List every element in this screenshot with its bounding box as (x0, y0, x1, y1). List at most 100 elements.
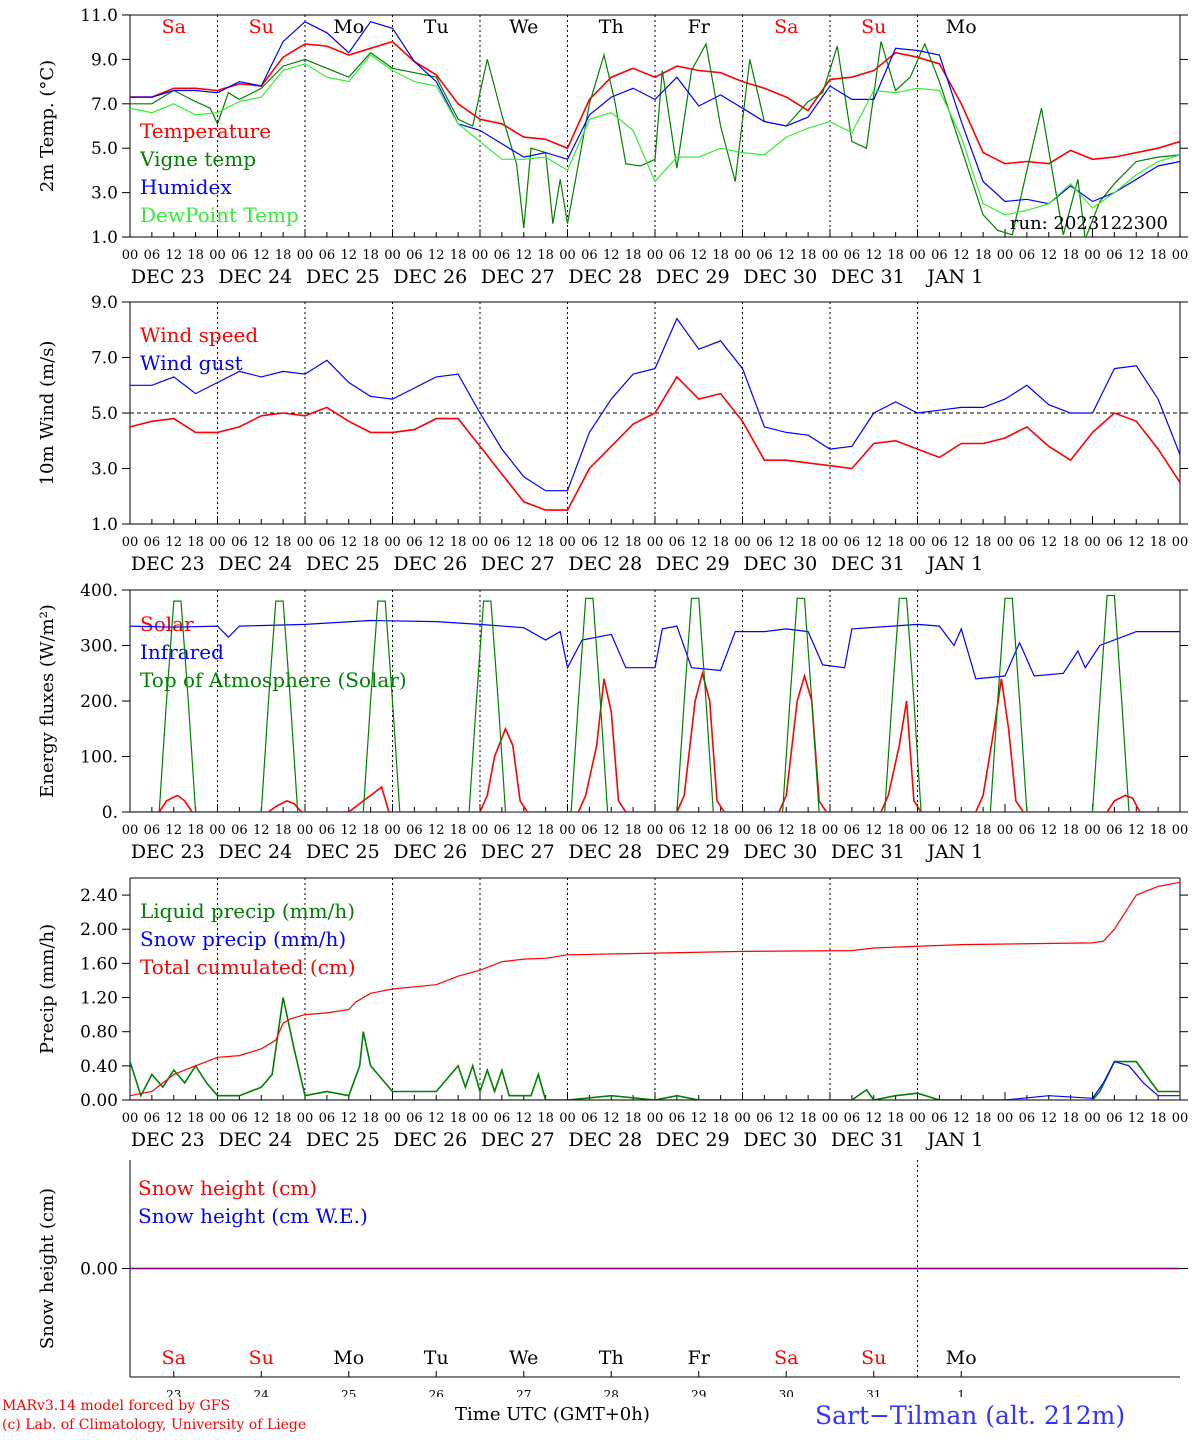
energy-date-label: DEC 26 (393, 841, 467, 863)
wind-hour-label: 06 (406, 535, 423, 550)
precip-y-tick-label: 0.00 (80, 1091, 118, 1111)
energy-hour-label: 18 (625, 823, 642, 838)
precip-hour-label: 00 (297, 1111, 314, 1126)
energy-hour-label: 00 (822, 823, 839, 838)
energy-date-label: DEC 28 (568, 841, 642, 863)
snow-day-number: 30 (779, 1388, 794, 1397)
wind-hour-label: 18 (625, 535, 642, 550)
wind-hour-label: 00 (559, 535, 576, 550)
energy-hour-label: 00 (734, 823, 751, 838)
energy-date-label: DEC 31 (831, 841, 905, 863)
temperature-hour-label: 12 (603, 248, 620, 263)
snow-y-tick-label: 0.00 (80, 1260, 118, 1280)
temperature-weekday-label: Su (861, 16, 886, 38)
energy-hour-label: 00 (297, 823, 314, 838)
precip-legend-entry: Total cumulated (cm) (140, 955, 356, 979)
precip-hour-label: 00 (997, 1111, 1014, 1126)
energy-hour-label: 06 (1106, 823, 1123, 838)
precip-y-tick-label: 1.60 (80, 954, 118, 974)
temperature-y-tick-label: 9.0 (91, 50, 118, 70)
energy-hour-label: 00 (997, 823, 1014, 838)
wind-hour-label: 18 (275, 535, 292, 550)
energy-hour-label: 12 (340, 823, 357, 838)
energy-hour-label: 00 (384, 823, 401, 838)
wind-series-line (130, 317, 1180, 492)
precip-y-tick-label: 0.40 (80, 1057, 118, 1077)
wind-hour-label: 06 (1019, 535, 1036, 550)
snow-legend-entry: Snow height (cm W.E.) (138, 1204, 368, 1228)
wind-hour-label: 00 (909, 535, 926, 550)
temperature-hour-label: 00 (1172, 248, 1189, 263)
precip-date-label: DEC 25 (306, 1129, 380, 1151)
precip-hour-label: 18 (625, 1111, 642, 1126)
temperature-y-axis-label: 2m Temp. (°C) (37, 60, 58, 192)
energy-hour-label: 00 (559, 823, 576, 838)
snow-y-axis-label: Snow height (cm) (37, 1188, 58, 1349)
temperature-hour-label: 00 (209, 248, 226, 263)
precip-hour-label: 00 (1084, 1111, 1101, 1126)
temperature-date-label: DEC 31 (831, 266, 905, 288)
energy-hour-label: 18 (187, 823, 204, 838)
precip-hour-label: 12 (253, 1111, 270, 1126)
energy-date-label: DEC 25 (306, 841, 380, 863)
energy-hour-label: 12 (690, 823, 707, 838)
precip-series-line (130, 881, 1180, 1097)
energy-hour-label: 06 (1019, 823, 1036, 838)
temperature-hour-label: 18 (712, 248, 729, 263)
wind-hour-label: 12 (603, 535, 620, 550)
temperature-hour-label: 18 (275, 248, 292, 263)
wind-hour-label: 18 (450, 535, 467, 550)
temperature-weekday-label: Su (249, 16, 274, 38)
wind-hour-label: 12 (515, 535, 532, 550)
energy-y-tick-label: 100. (80, 748, 118, 768)
temperature-hour-label: 00 (909, 248, 926, 263)
wind-hour-label: 06 (494, 535, 511, 550)
precip-date-label: DEC 28 (568, 1129, 642, 1151)
energy-hour-label: 12 (778, 823, 795, 838)
energy-hour-label: 06 (406, 823, 423, 838)
precip-legend-entry: Liquid precip (mm/h) (140, 899, 355, 923)
temperature-hour-label: 00 (647, 248, 664, 263)
snow-weekday-label: Th (599, 1347, 624, 1369)
precip-hour-label: 18 (887, 1111, 904, 1126)
temperature-hour-label: 00 (734, 248, 751, 263)
energy-hour-label: 18 (800, 823, 817, 838)
wind-hour-label: 06 (931, 535, 948, 550)
snow-day-number: 28 (604, 1388, 619, 1397)
precip-hour-label: 18 (800, 1111, 817, 1126)
wind-hour-label: 12 (1128, 535, 1145, 550)
temperature-hour-label: 18 (450, 248, 467, 263)
energy-date-label: DEC 27 (481, 841, 555, 863)
precip-series-line (130, 1060, 1180, 1100)
temperature-hour-label: 18 (887, 248, 904, 263)
temperature-date-label: DEC 28 (568, 266, 642, 288)
wind-hour-label: 00 (209, 535, 226, 550)
energy-series-line (130, 619, 1180, 680)
temperature-hour-label: 12 (1040, 248, 1057, 263)
precip-legend-entry: Snow precip (mm/h) (140, 927, 346, 951)
temperature-weekday-label: We (509, 16, 538, 38)
snow-weekday-label: Fr (688, 1347, 711, 1369)
temperature-hour-label: 12 (865, 248, 882, 263)
time-axis-label: Time UTC (GMT+0h) (455, 1404, 650, 1425)
temperature-hour-label: 00 (122, 248, 139, 263)
energy-hour-label: 06 (144, 823, 161, 838)
precip-hour-label: 00 (909, 1111, 926, 1126)
precip-y-tick-label: 1.20 (80, 989, 118, 1009)
snow-day-number: 27 (516, 1388, 531, 1397)
temperature-hour-label: 00 (559, 248, 576, 263)
precip-hour-label: 06 (494, 1111, 511, 1126)
wind-hour-label: 12 (428, 535, 445, 550)
wind-hour-label: 18 (187, 535, 204, 550)
snow-day-number: 25 (341, 1388, 356, 1397)
wind-hour-label: 06 (844, 535, 861, 550)
temperature-hour-label: 12 (165, 248, 182, 263)
temperature-hour-label: 06 (931, 248, 948, 263)
wind-hour-label: 00 (822, 535, 839, 550)
snow-weekday-label: Tu (424, 1347, 449, 1369)
temperature-hour-label: 06 (756, 248, 773, 263)
energy-legend-entry: Infrared (140, 640, 224, 664)
temperature-hour-label: 18 (1150, 248, 1167, 263)
temperature-date-label: DEC 24 (218, 266, 292, 288)
wind-hour-label: 00 (297, 535, 314, 550)
